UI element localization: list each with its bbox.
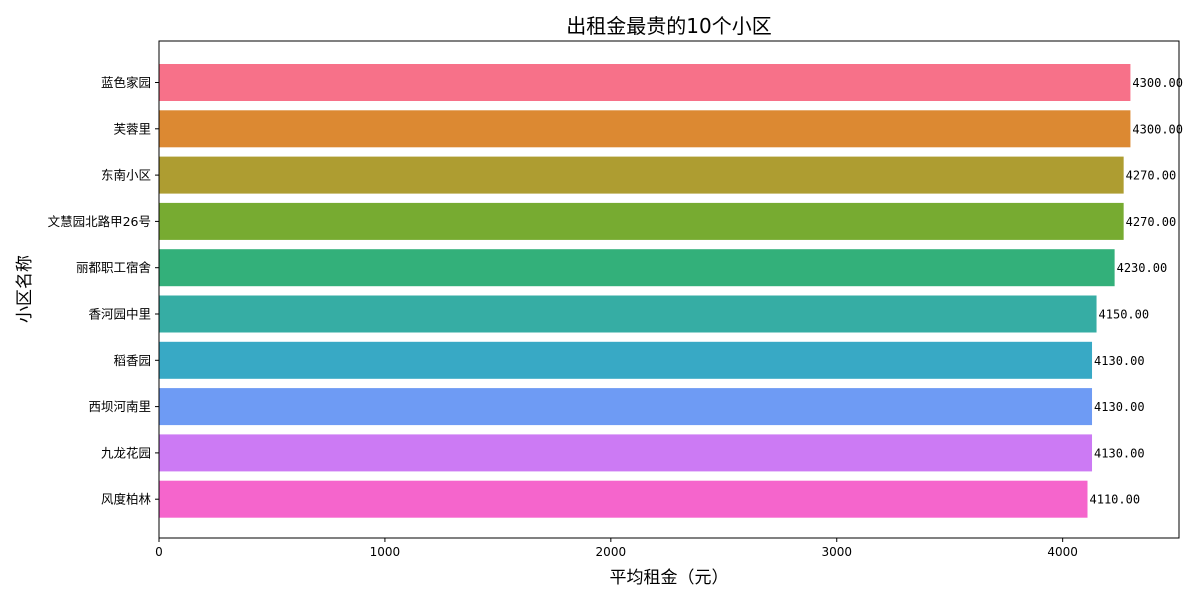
value-label-4: 4270.00 [1126,215,1177,229]
bar-8 [159,388,1093,426]
value-label-9: 4130.00 [1094,446,1145,460]
bar-10 [159,480,1088,518]
plot-frame [158,40,1180,539]
category-label-8: 西坝河南里 [88,399,151,414]
value-label-10: 4110.00 [1090,493,1141,507]
value-label-3: 4270.00 [1126,169,1177,183]
category-label-9: 九龙花园 [101,445,151,460]
value-label-2: 4300.00 [1132,122,1183,136]
value-labels-layer: 4300.00 4300.00 4270.00 4270.00 4230.00 4150.… [1090,76,1184,507]
bar-3 [159,156,1124,194]
bar-1 [159,64,1131,101]
value-label-5: 4230.00 [1117,261,1168,275]
category-label-6: 香河园中里 [88,307,151,322]
category-label-4: 文慧园北路甲26号 [48,214,151,229]
category-label-3: 东南小区 [101,168,151,183]
category-label-7: 稻香园 [113,353,151,368]
value-label-1: 4300.00 [1132,76,1183,90]
x-axis-label: 平均租金（元） [610,568,729,588]
value-label-7: 4130.00 [1094,354,1145,368]
bar-2 [159,110,1131,148]
chart-title: 出租金最贵的10个小区 [566,14,771,38]
category-label-2: 芙蓉里 [113,121,151,136]
x-tick-label-1: 0 [155,545,163,559]
y-axis-ticks: 蓝色家园芙蓉里东南小区文慧园北路甲26号丽都职工宿舍香河园中里稻香园西坝河南里九… [48,75,159,507]
category-label-1: 蓝色家园 [101,75,151,90]
x-tick-label-5: 4000 [1047,545,1078,559]
category-label-10: 风度柏林 [101,492,152,507]
x-axis-ticks: 0 1000 2000 3000 4000 [155,538,1078,559]
bar-9 [159,434,1093,472]
x-tick-label-4: 3000 [821,545,852,559]
x-tick-label-3: 2000 [596,545,627,559]
x-tick-label-2: 1000 [370,545,401,559]
y-axis-label: 小区名称 [15,255,35,323]
value-label-8: 4130.00 [1094,400,1145,414]
bar-4 [159,202,1124,240]
bars-layer [159,64,1131,518]
category-label-5: 丽都职工宿舍 [76,260,152,275]
bar-5 [159,249,1115,287]
bar-7 [159,341,1093,379]
value-label-6: 4150.00 [1099,308,1150,322]
bar-6 [159,295,1097,333]
